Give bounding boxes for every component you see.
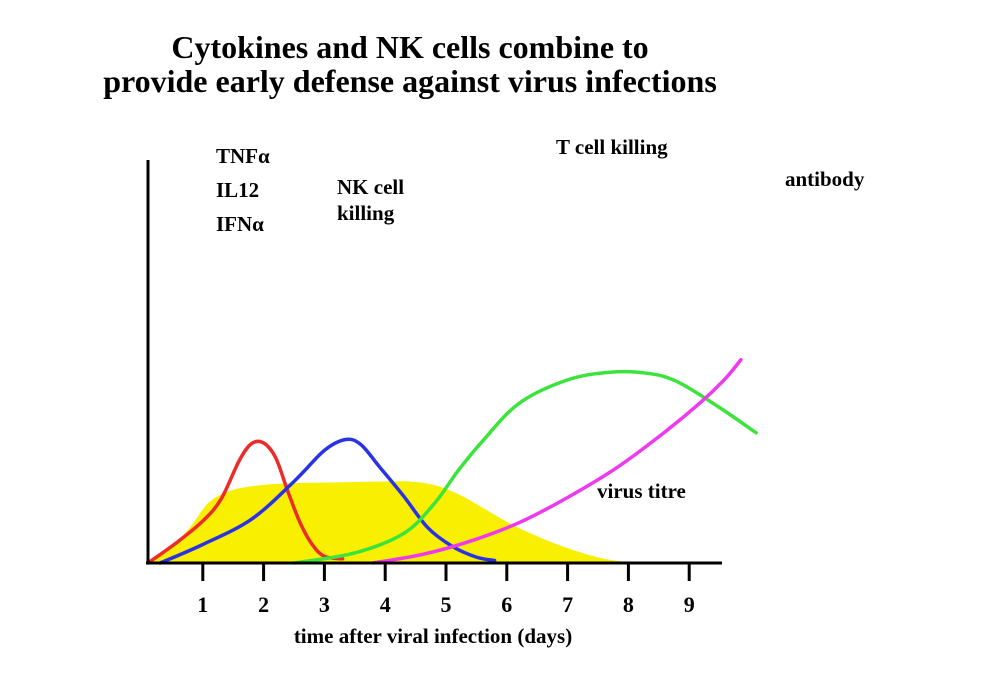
x-tick-label-7: 7 <box>562 592 573 617</box>
chart-title: Cytokines and NK cells combine to provid… <box>0 30 820 98</box>
x-tick-label-6: 6 <box>501 592 512 617</box>
x-tick-label-2: 2 <box>258 592 269 617</box>
x-ticks: 1 2 3 4 5 6 7 8 9 <box>197 563 695 617</box>
series-line-tnf-il12-ifn <box>146 439 345 565</box>
series-label-t-cell-killing-1: T cell killing <box>556 135 668 159</box>
series-label-antibody-1: antibody <box>785 167 865 191</box>
x-tick-label-9: 9 <box>684 592 695 617</box>
series-label-tnf-il12-ifn-3: IFNα <box>216 212 264 236</box>
line-layer <box>146 357 758 565</box>
series-label-tnf-il12-ifn-1: TNFα <box>216 144 270 168</box>
chart-title-line-2: provide early defense against virus infe… <box>103 63 717 99</box>
series-line-t-cell-killing <box>292 369 758 565</box>
x-tick-label-8: 8 <box>623 592 634 617</box>
x-tick-label-1: 1 <box>197 592 208 617</box>
x-tick-label-3: 3 <box>319 592 330 617</box>
series-label-nk-cell-killing-1: NK cell <box>337 175 404 199</box>
axes <box>146 160 722 565</box>
x-axis-label: time after viral infection (days) <box>294 624 572 648</box>
series-area-virus-titre <box>148 481 641 563</box>
series-label-nk-cell-killing-2: killing <box>337 201 395 225</box>
x-tick-label-4: 4 <box>380 592 391 617</box>
area-layer <box>148 481 641 563</box>
series-label-virus-titre-1: virus titre <box>597 479 686 503</box>
chart-title-line-1: Cytokines and NK cells combine to <box>171 29 649 65</box>
x-tick-label-5: 5 <box>441 592 452 617</box>
series-line-antibody <box>371 357 743 565</box>
series-label-tnf-il12-ifn-2: IL12 <box>216 178 259 202</box>
